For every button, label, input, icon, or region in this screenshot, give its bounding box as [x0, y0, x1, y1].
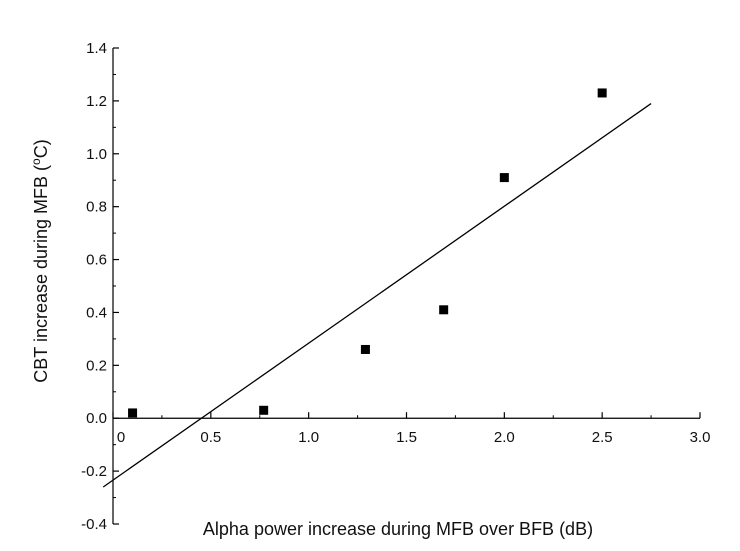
- fit-line-group: [102, 103, 652, 488]
- data-point: [128, 408, 138, 418]
- x-tick-label: 0: [117, 429, 125, 446]
- data-point: [259, 405, 269, 415]
- data-point: [597, 88, 607, 98]
- x-tick-label: 1.5: [396, 429, 417, 446]
- data-point: [439, 305, 449, 315]
- y-tick-label: 0.6: [86, 252, 107, 269]
- y-axis-title: CBT increase during MFB (oC): [29, 139, 51, 382]
- data-point: [360, 344, 370, 354]
- y-axis-title-superscript: o: [29, 158, 43, 165]
- y-tick-label: 0.8: [86, 199, 107, 216]
- y-tick-label: -0.4: [81, 516, 107, 533]
- y-tick-label: 1.4: [86, 40, 107, 57]
- y-tick-label: -0.2: [81, 463, 107, 480]
- x-tick-label: 0.5: [200, 429, 221, 446]
- y-tick-label: 1.2: [86, 93, 107, 110]
- y-axis-title-main: CBT increase during MFB (: [31, 165, 51, 383]
- y-tick-label: 0.0: [86, 410, 107, 427]
- y-tick-label: 0.4: [86, 304, 107, 321]
- tick-labels: -0.4 -0.2 0.0 0.2 0.4 0.6 0.8 1.0 1.2 1.4 0 0.5 1.0 1…: [81, 40, 710, 533]
- axes: [112, 47, 701, 525]
- fit-line: [102, 103, 652, 488]
- x-tick-label: 2.5: [592, 429, 613, 446]
- data-point: [499, 173, 509, 183]
- y-tick-label: 0.2: [86, 357, 107, 374]
- y-axis-title-unit: C): [31, 139, 51, 158]
- y-tick-label: 1.0: [86, 146, 107, 163]
- x-tick-label: 3.0: [690, 429, 711, 446]
- x-axis-title: Alpha power increase during MFB over BFB…: [203, 519, 593, 539]
- x-tick-label: 1.0: [298, 429, 319, 446]
- data-points: [128, 88, 607, 418]
- x-tick-label: 2.0: [494, 429, 515, 446]
